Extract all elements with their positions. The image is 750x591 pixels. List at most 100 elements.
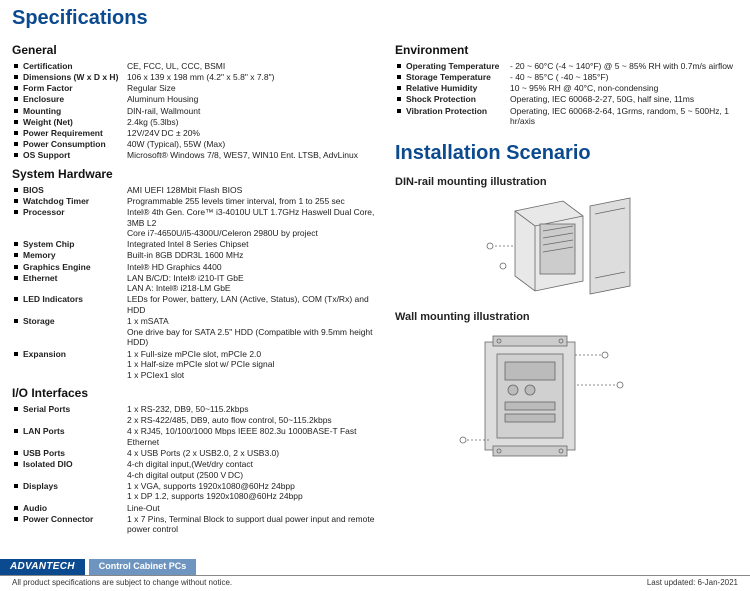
spec-label: Certification <box>23 61 73 72</box>
bullet-icon <box>14 352 18 356</box>
spec-row: BIOSAMI UEFI 128Mbit Flash BIOS <box>12 185 377 196</box>
spec-row: Power Connector 1 x 7 Pins, Terminal Bloc… <box>12 514 377 535</box>
bullet-icon <box>14 265 18 269</box>
spec-label: Power Requirement <box>23 128 103 139</box>
footer: ADVANTECH Control Cabinet PCs All produc… <box>0 559 750 591</box>
spec-value: CE, FCC, UL, CCC, BSMI <box>127 61 377 72</box>
bullet-icon <box>14 517 18 521</box>
spec-row: Power Requirement 12V/24V DC ± 20% <box>12 128 377 139</box>
bullet-icon <box>14 75 18 79</box>
spec-value: 106 x 139 x 198 mm (4.2" x 5.8" x 7.8") <box>127 72 377 83</box>
bullet-icon <box>14 109 18 113</box>
spec-row: Operating Temperature- 20 ~ 60°C (-4 ~ 1… <box>395 61 738 72</box>
spec-value: 40W (Typical), 55W (Max) <box>127 139 377 150</box>
bullet-icon <box>397 64 401 68</box>
bullet-icon <box>14 253 18 257</box>
spec-label: Watchdog Timer <box>23 196 89 207</box>
spec-label: Memory <box>23 250 56 261</box>
spec-row: LED Indicators LEDs for Power, battery, L… <box>12 294 377 315</box>
category-label: Control Cabinet PCs <box>89 559 197 575</box>
spec-label: Mounting <box>23 106 61 117</box>
spec-row: System Chip Integrated Intel 8 Series Chi… <box>12 239 377 250</box>
spec-row: Vibration Protection Operating, IEC 60068… <box>395 106 738 127</box>
wall-mount-illustration <box>395 330 685 460</box>
spec-label: Power Connector <box>23 514 93 525</box>
spec-value: Integrated Intel 8 Series Chipset <box>127 239 377 250</box>
bullet-icon <box>14 97 18 101</box>
bullet-icon <box>14 484 18 488</box>
bullet-icon <box>397 109 401 113</box>
spec-label: Storage Temperature <box>406 72 491 83</box>
bullet-icon <box>14 210 18 214</box>
spec-row: LAN Ports 4 x RJ45, 10/100/1000 Mbps IEEE… <box>12 426 377 447</box>
spec-label: Ethernet <box>23 273 57 284</box>
page-title: Specifications <box>12 6 738 31</box>
installation-heading: Installation Scenario <box>395 141 738 166</box>
spec-label: LAN Ports <box>23 426 65 437</box>
spec-value: 12V/24V DC ± 20% <box>127 128 377 139</box>
spec-label: Relative Humidity <box>406 83 477 94</box>
spec-value: Operating, IEC 60068-2-27, 50G, half sin… <box>510 94 738 105</box>
spec-label: Power Consumption <box>23 139 106 150</box>
bullet-icon <box>14 131 18 135</box>
illus2-title: Wall mounting illustration <box>395 311 738 325</box>
spec-value: Operating, IEC 60068-2-64, 1Grms, random… <box>510 106 738 127</box>
spec-value: 1 x mSATAOne drive bay for SATA 2.5" HDD… <box>127 316 377 348</box>
bullet-icon <box>14 199 18 203</box>
spec-label: Processor <box>23 207 65 218</box>
section-hardware-title: System Hardware <box>12 167 377 182</box>
spec-label: Displays <box>23 481 58 492</box>
spec-row: Form FactorRegular Size <box>12 83 377 94</box>
spec-row: MemoryBuilt-in 8GB DDR3L 1600 MHz <box>12 250 377 261</box>
bullet-icon <box>14 451 18 455</box>
bullet-icon <box>14 462 18 466</box>
spec-value: DIN-rail, Wallmount <box>127 106 377 117</box>
spec-label: Serial Ports <box>23 404 70 415</box>
spec-row: Mounting DIN-rail, Wallmount <box>12 106 377 117</box>
spec-value: LEDs for Power, battery, LAN (Active, St… <box>127 294 377 315</box>
spec-row: Expansion1 x Full-size mPCIe slot, mPCIe… <box>12 349 377 381</box>
spec-label: Dimensions (W x D x H) <box>23 72 118 83</box>
spec-value: 4 x RJ45, 10/100/1000 Mbps IEEE 802.3u 1… <box>127 426 377 447</box>
spec-label: Expansion <box>23 349 66 360</box>
spec-value: Aluminum Housing <box>127 94 377 105</box>
spec-label: Enclosure <box>23 94 64 105</box>
spec-label: Vibration Protection <box>406 106 487 117</box>
din-rail-illustration <box>395 196 685 301</box>
bullet-icon <box>14 506 18 510</box>
spec-label: Form Factor <box>23 83 73 94</box>
spec-value: 1 x 7 Pins, Terminal Block to support du… <box>127 514 377 535</box>
spec-value: AMI UEFI 128Mbit Flash BIOS <box>127 185 377 196</box>
spec-value: Intel® 4th Gen. Core™ i3-4010U ULT 1.7GH… <box>127 207 377 239</box>
spec-label: Isolated DIO <box>23 459 73 470</box>
bullet-icon <box>14 188 18 192</box>
spec-row: Shock ProtectionOperating, IEC 60068-2-2… <box>395 94 738 105</box>
spec-label: LED Indicators <box>23 294 83 305</box>
spec-value: Line-Out <box>127 503 377 514</box>
spec-row: Serial Ports1 x RS-232, DB9, 50~115.2kbp… <box>12 404 377 425</box>
spec-label: Storage <box>23 316 55 327</box>
section-general-rows: CertificationCE, FCC, UL, CCC, BSMIDimen… <box>12 61 377 161</box>
illus1-title: DIN-rail mounting illustration <box>395 176 738 190</box>
brand-logo: ADVANTECH <box>0 559 85 575</box>
bullet-icon <box>14 319 18 323</box>
spec-row: Enclosure Aluminum Housing <box>12 94 377 105</box>
bullet-icon <box>14 86 18 90</box>
spec-value: Intel® HD Graphics 4400 <box>127 262 377 273</box>
bullet-icon <box>14 407 18 411</box>
section-hardware-rows: BIOSAMI UEFI 128Mbit Flash BIOSWatchdog … <box>12 185 377 381</box>
bullet-icon <box>397 75 401 79</box>
spec-row: OS SupportMicrosoft® Windows 7/8, WES7, … <box>12 150 377 161</box>
footer-updated: Last updated: 6-Jan-2021 <box>647 578 738 588</box>
spec-label: System Chip <box>23 239 75 250</box>
section-env-title: Environment <box>395 43 738 58</box>
bullet-icon <box>14 242 18 246</box>
spec-value: 4 x USB Ports (2 x USB2.0, 2 x USB3.0) <box>127 448 377 459</box>
spec-value: 10 ~ 95% RH @ 40°C, non-condensing <box>510 83 738 94</box>
spec-row: Graphics EngineIntel® HD Graphics 4400 <box>12 262 377 273</box>
section-general-title: General <box>12 43 377 58</box>
spec-row: Dimensions (W x D x H) 106 x 139 x 198 mm… <box>12 72 377 83</box>
spec-value: 4-ch digital input,(Wet/dry contact4-ch … <box>127 459 377 480</box>
bullet-icon <box>14 120 18 124</box>
bullet-icon <box>14 142 18 146</box>
